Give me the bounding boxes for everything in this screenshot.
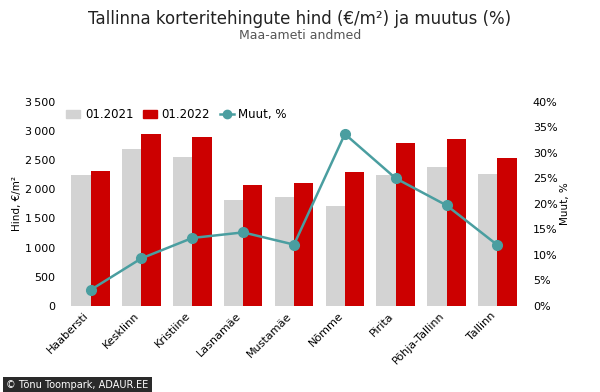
Text: Tallinna korteritehingute hind (€/m²) ja muutus (%): Tallinna korteritehingute hind (€/m²) ja… — [88, 10, 512, 28]
Y-axis label: Muut, %: Muut, % — [560, 182, 571, 225]
Bar — [192, 137, 212, 306]
Bar — [173, 157, 192, 306]
Legend: 01.2021, 01.2022, Muut, %: 01.2021, 01.2022, Muut, % — [66, 108, 287, 121]
Bar — [142, 134, 161, 306]
Bar — [71, 175, 91, 306]
Bar — [326, 205, 345, 306]
Bar — [446, 139, 466, 306]
Bar — [427, 167, 446, 306]
Bar — [345, 172, 364, 306]
Bar — [224, 200, 243, 306]
Bar — [396, 143, 415, 306]
Bar — [122, 149, 142, 306]
Bar — [243, 185, 262, 306]
Bar — [478, 174, 497, 306]
Bar — [376, 175, 396, 306]
Bar — [497, 158, 517, 306]
Text: Maa-ameti andmed: Maa-ameti andmed — [239, 29, 361, 42]
Bar — [294, 183, 313, 306]
Bar — [91, 171, 110, 306]
Text: © Tõnu Toompark, ADAUR.EE: © Tõnu Toompark, ADAUR.EE — [6, 380, 148, 390]
Y-axis label: Hind, €/m²: Hind, €/m² — [12, 176, 22, 231]
Bar — [275, 196, 294, 306]
